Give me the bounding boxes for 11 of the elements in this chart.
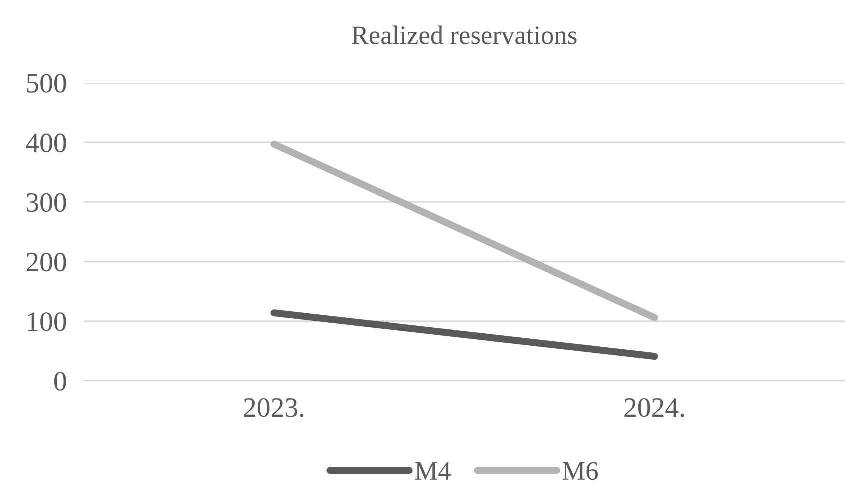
chart-title: Realized reservations: [352, 26, 577, 44]
y-tick-label: 500: [27, 74, 66, 93]
legend-label: M4: [415, 462, 451, 480]
y-tick-label: 400: [26, 134, 66, 153]
y-tick-label: 200: [26, 252, 66, 272]
y-tick-label: 100: [28, 312, 66, 332]
x-tick-label: 2023.: [244, 398, 304, 418]
legend-label: M6: [562, 462, 598, 480]
y-tick-label: 0: [54, 372, 66, 391]
x-tick-label: 2024.: [624, 398, 684, 418]
y-tick-label: 300: [26, 193, 66, 212]
